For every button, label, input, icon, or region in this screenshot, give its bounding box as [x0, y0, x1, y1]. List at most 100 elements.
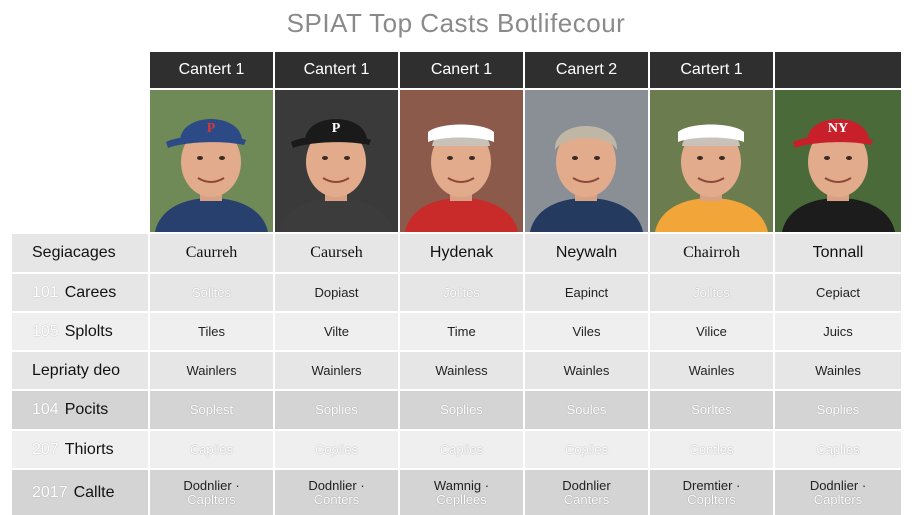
row-label: Lepriaty deo — [12, 352, 148, 389]
cell-text: Sorltes — [691, 402, 732, 417]
table-cell: Cepiact — [775, 274, 901, 311]
table-cell: Dodnlier · Caplters — [150, 470, 273, 515]
cell-text: Conters — [313, 491, 360, 507]
cell-text: Coplters — [687, 491, 736, 507]
table-cell: Soplies — [400, 391, 523, 429]
column-header-label: Cantert 1 — [178, 61, 245, 78]
column-header[interactable]: Cantert 1 — [275, 52, 398, 88]
row-label: 104 Pocits — [12, 391, 148, 429]
portrait-illustration — [405, 124, 518, 232]
cap-brim — [166, 135, 246, 148]
table-cell: Dodnlier Canters — [525, 470, 648, 515]
player-portrait: NY — [775, 90, 901, 232]
comparison-table: Cantert 1 Cantert 1 Canert 1 Canert 2 Carter… — [12, 52, 901, 515]
cap-brim — [291, 135, 371, 148]
column-header[interactable]: Canert 2 — [525, 52, 648, 88]
row-label-text: Splolts — [64, 322, 113, 340]
table-cell: Dodnlier · Conters — [275, 470, 398, 515]
mouth-shape — [697, 177, 725, 183]
cell-text: Jolltes — [443, 284, 480, 300]
cell-text: Cepllees — [436, 491, 487, 507]
face-shape — [181, 127, 241, 197]
cell-text: Soplies — [816, 402, 860, 417]
row-number: 207 — [32, 440, 59, 458]
row-number: 105 — [32, 322, 59, 340]
column-header[interactable] — [775, 52, 901, 88]
row-label-text: Thiorts — [64, 440, 114, 458]
column-header[interactable]: Canert 1 — [400, 52, 523, 88]
eye-shape — [219, 156, 225, 160]
row-number: 101 — [32, 283, 59, 301]
table-cell: Wainles — [525, 352, 648, 389]
visor-shape — [428, 124, 494, 142]
shirt-shape — [155, 198, 268, 232]
table-cell: Time — [400, 313, 523, 350]
table-cell: Tiles — [150, 313, 273, 350]
table-cell: Dodnlier · Caplters — [775, 470, 901, 515]
cell-text: Wainles — [688, 362, 735, 378]
cell-text: Dopiast — [314, 284, 359, 300]
player-portrait: P — [150, 90, 273, 232]
row-label: 2017 Callte — [12, 470, 148, 515]
table-cell: Viles — [525, 313, 648, 350]
portrait-spacer — [12, 90, 148, 232]
face-shape — [306, 127, 366, 197]
cell-text: Canters — [563, 491, 610, 507]
mouth-shape — [447, 177, 475, 183]
table-cell: Caplies — [400, 431, 523, 468]
player-name: Chairroh — [650, 234, 773, 272]
page-title: SPIAT Top Casts Botlifecour — [286, 8, 626, 38]
player-portrait — [525, 90, 648, 232]
cell-text: Wamnig · — [433, 477, 490, 493]
cell-text: Solltes — [191, 284, 232, 300]
portrait-illustration: P — [155, 119, 268, 232]
column-header[interactable]: Cartert 1 — [650, 52, 773, 88]
portrait-illustration — [655, 124, 768, 232]
table-cell: Solltes — [150, 274, 273, 311]
cap-logo: P — [207, 121, 216, 136]
column-header-label: Canert 1 — [430, 61, 493, 78]
face-shape — [556, 127, 616, 197]
table-cell: Juics — [775, 313, 901, 350]
cell-text: Wainless — [435, 362, 488, 378]
eye-shape — [594, 156, 600, 160]
row-label-header: Segiacages — [12, 234, 148, 272]
cell-text: Wainlers — [186, 362, 237, 378]
portrait-illustration: P — [280, 119, 393, 232]
cap-logo: P — [332, 121, 341, 136]
cell-text: Vilice — [696, 323, 727, 339]
cell-text: Caplters — [813, 491, 863, 507]
cap-crown — [806, 119, 869, 140]
row-label-text: Callte — [73, 483, 115, 501]
table-cell: Soplies — [275, 391, 398, 429]
cell-text: Soules — [566, 402, 607, 417]
mouth-shape — [572, 177, 600, 183]
cell-text: Soplest — [189, 402, 234, 417]
eye-shape — [845, 156, 852, 160]
cell-text: Caplies — [189, 441, 234, 457]
table-cell: Coplies — [525, 431, 648, 468]
table-cell: Caplies — [775, 431, 901, 468]
cell-text: Caplies — [816, 441, 860, 457]
player-name: Caurreh — [150, 234, 273, 272]
row-label: 105 Splolts — [12, 313, 148, 350]
eye-shape — [322, 156, 328, 160]
column-header-label: Cantert 1 — [303, 61, 370, 78]
row-number: 104 — [32, 401, 59, 418]
player-portrait: P — [275, 90, 398, 232]
cell-text: Wainles — [563, 362, 610, 378]
row-label: 207 Thiorts — [12, 431, 148, 468]
table-cell: Wainlers — [150, 352, 273, 389]
eye-shape — [697, 156, 703, 160]
cell-text: Wainles — [815, 362, 861, 378]
player-portrait — [650, 90, 773, 232]
column-header[interactable]: Cantert 1 — [150, 52, 273, 88]
table-cell: Wainless — [400, 352, 523, 389]
cap-crown — [305, 119, 367, 140]
shirt-shape — [781, 198, 895, 232]
visor-shape — [678, 124, 744, 142]
cell-text: Caplters — [187, 491, 236, 507]
cell-text: Viles — [572, 323, 601, 339]
player-name: Neywaln — [525, 234, 648, 272]
cell-text: Dremtier · — [682, 477, 741, 493]
